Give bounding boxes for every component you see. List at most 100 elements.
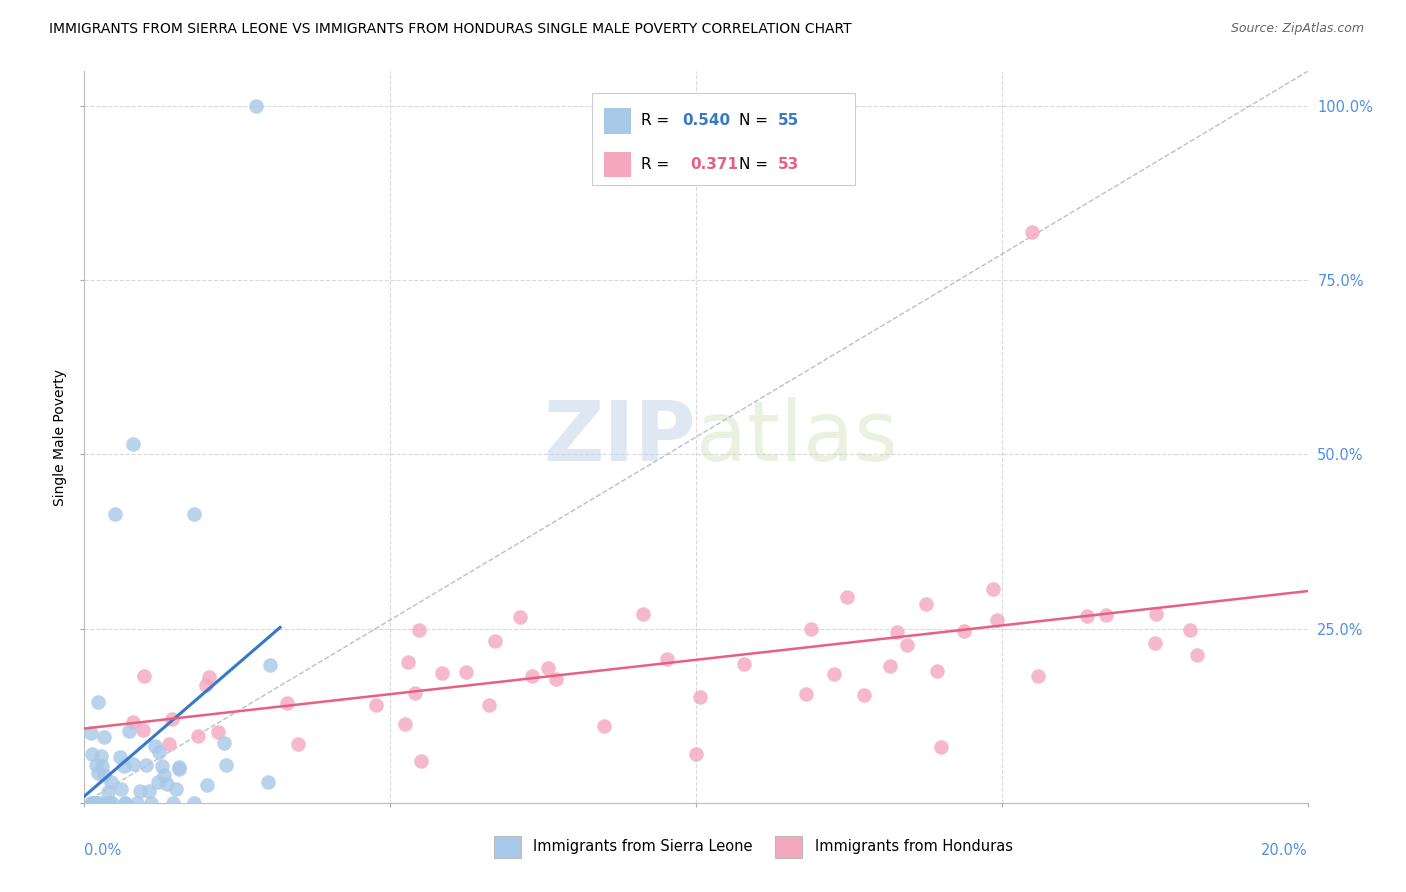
Point bbox=[1185, 648, 1208, 662]
Point bbox=[478, 698, 501, 712]
Point bbox=[183, 507, 205, 521]
Point bbox=[118, 724, 141, 739]
Point bbox=[394, 717, 416, 731]
Point bbox=[1095, 607, 1118, 622]
Point bbox=[167, 759, 190, 773]
Point bbox=[287, 737, 309, 751]
Point bbox=[143, 739, 166, 754]
Bar bbox=[605, 108, 631, 134]
Point bbox=[101, 796, 124, 810]
Point bbox=[245, 99, 267, 113]
Point bbox=[153, 767, 176, 781]
Point bbox=[139, 796, 162, 810]
Point bbox=[82, 796, 104, 810]
Point bbox=[84, 796, 107, 810]
Point bbox=[981, 582, 1004, 596]
Point bbox=[1026, 669, 1049, 683]
Text: IMMIGRANTS FROM SIERRA LEONE VS IMMIGRANTS FROM HONDURAS SINGLE MALE POVERTY COR: IMMIGRANTS FROM SIERRA LEONE VS IMMIGRAN… bbox=[49, 22, 852, 37]
Point bbox=[685, 747, 707, 761]
Point bbox=[157, 737, 180, 751]
Point bbox=[104, 507, 127, 521]
Point bbox=[544, 673, 567, 687]
Point bbox=[128, 784, 150, 798]
Point bbox=[165, 781, 187, 796]
Point bbox=[364, 698, 387, 712]
Point bbox=[148, 745, 170, 759]
Point bbox=[87, 695, 110, 709]
Point bbox=[896, 639, 918, 653]
Point bbox=[112, 758, 135, 772]
Bar bbox=[592, 94, 855, 185]
Point bbox=[135, 758, 157, 772]
Point bbox=[409, 754, 432, 768]
Point bbox=[93, 767, 115, 781]
Point bbox=[98, 796, 121, 810]
Text: 53: 53 bbox=[778, 157, 799, 172]
Point bbox=[80, 726, 103, 740]
Point bbox=[87, 766, 110, 780]
Point bbox=[90, 748, 112, 763]
Text: 55: 55 bbox=[778, 113, 799, 128]
Point bbox=[97, 796, 120, 810]
Text: 20.0%: 20.0% bbox=[1261, 843, 1308, 858]
Point bbox=[212, 735, 235, 749]
Point bbox=[162, 713, 184, 727]
Point bbox=[127, 796, 149, 810]
Point bbox=[454, 665, 477, 680]
Point bbox=[520, 668, 543, 682]
Text: R =: R = bbox=[641, 157, 679, 172]
Point bbox=[879, 658, 901, 673]
Point bbox=[122, 437, 145, 451]
Point bbox=[80, 796, 103, 810]
Point bbox=[83, 796, 105, 810]
Point bbox=[100, 775, 122, 789]
Bar bbox=[494, 836, 522, 858]
Point bbox=[97, 785, 120, 799]
Point bbox=[800, 623, 823, 637]
Point bbox=[84, 796, 107, 810]
Point bbox=[84, 758, 107, 772]
Point bbox=[886, 624, 908, 639]
Text: 0.540: 0.540 bbox=[682, 113, 731, 128]
Point bbox=[162, 796, 184, 810]
Point bbox=[122, 715, 145, 730]
Text: atlas: atlas bbox=[696, 397, 897, 477]
Point bbox=[110, 781, 132, 796]
Point bbox=[430, 666, 453, 681]
Point bbox=[259, 657, 281, 672]
Point bbox=[408, 623, 430, 637]
Point bbox=[108, 749, 131, 764]
Point bbox=[86, 796, 108, 810]
Point bbox=[215, 758, 238, 772]
Point bbox=[257, 775, 280, 789]
Point bbox=[1021, 225, 1043, 239]
Point bbox=[121, 757, 143, 772]
Point bbox=[89, 796, 111, 810]
Point bbox=[733, 657, 755, 671]
Point bbox=[537, 660, 560, 674]
Text: R =: R = bbox=[641, 113, 673, 128]
Point bbox=[195, 778, 218, 792]
Point bbox=[91, 759, 114, 773]
Text: N =: N = bbox=[738, 113, 773, 128]
Point bbox=[986, 614, 1008, 628]
Point bbox=[187, 730, 209, 744]
Point bbox=[183, 796, 205, 810]
Point bbox=[823, 666, 845, 681]
Bar bbox=[605, 152, 631, 178]
Text: Immigrants from Sierra Leone: Immigrants from Sierra Leone bbox=[533, 839, 752, 855]
Point bbox=[794, 686, 817, 700]
Point bbox=[837, 590, 859, 604]
Text: 0.0%: 0.0% bbox=[84, 843, 121, 858]
Point bbox=[953, 624, 976, 638]
Text: Immigrants from Honduras: Immigrants from Honduras bbox=[814, 839, 1012, 855]
Point bbox=[484, 634, 506, 648]
Point bbox=[114, 796, 136, 810]
Point bbox=[1143, 636, 1166, 650]
Point bbox=[593, 719, 616, 733]
Point bbox=[925, 664, 948, 678]
Point bbox=[132, 723, 155, 738]
Point bbox=[132, 669, 155, 683]
Point bbox=[80, 747, 103, 762]
Point bbox=[509, 610, 531, 624]
